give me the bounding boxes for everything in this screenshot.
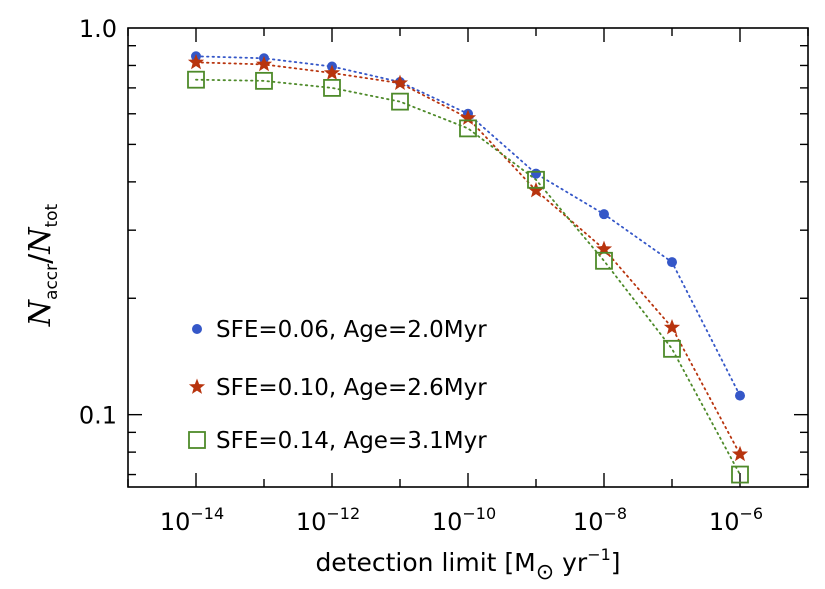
data-point: [663, 339, 681, 358]
data-point: [391, 74, 409, 91]
data-point: [731, 445, 749, 462]
legend-marker: [188, 431, 206, 449]
legend-label: SFE=0.14, Age=3.1Myr: [216, 428, 487, 454]
x-tick-label: 10−14: [160, 504, 224, 536]
series-layer: [187, 51, 749, 484]
data-point: [459, 119, 477, 138]
data-point: [527, 181, 545, 198]
legend-marker: [188, 378, 206, 394]
x-tick-label: 10−12: [296, 504, 360, 536]
data-point: [459, 109, 477, 125]
legend-label: SFE=0.06, Age=2.0Myr: [216, 317, 487, 343]
data-point: [599, 209, 609, 220]
y-tick-label: 1.0: [79, 15, 117, 43]
series-line: [195, 55, 741, 397]
plot-frame: [127, 27, 809, 488]
series-3: [187, 70, 749, 484]
data-point: [667, 257, 677, 268]
data-point: [595, 251, 613, 270]
data-point: [731, 465, 749, 484]
data-point: [255, 71, 273, 90]
x-axis-label: detection limit [M⊙ yr−1]: [315, 545, 620, 585]
y-tick-label: 0.1: [79, 402, 117, 430]
data-point: [735, 390, 745, 401]
data-point: [595, 240, 613, 256]
data-point: [323, 64, 341, 80]
legend-label: SFE=0.10, Age=2.6Myr: [216, 375, 487, 401]
data-point: [527, 170, 545, 189]
x-tick-label: 10−8: [573, 504, 627, 536]
x-tick-label: 10−6: [709, 504, 763, 536]
data-point: [323, 78, 341, 97]
series-line: [195, 78, 741, 476]
data-point: [391, 92, 409, 111]
series-1: [191, 51, 745, 401]
axes-layer: 10−14 10−12 10−10 10−8 10−6 1.0 0.1: [79, 15, 809, 536]
data-point: [187, 53, 205, 70]
data-point: [663, 319, 681, 335]
legend: SFE=0.06, Age=2.0Myr SFE=0.10, Age=2.6Myr…: [188, 317, 487, 454]
legend-marker: [192, 324, 202, 334]
y-axis-label: Naccr/Ntot: [23, 203, 62, 327]
data-point: [255, 55, 273, 72]
x-tick-label: 10−10: [432, 504, 496, 536]
data-point: [187, 70, 205, 89]
series-2: [187, 53, 749, 462]
